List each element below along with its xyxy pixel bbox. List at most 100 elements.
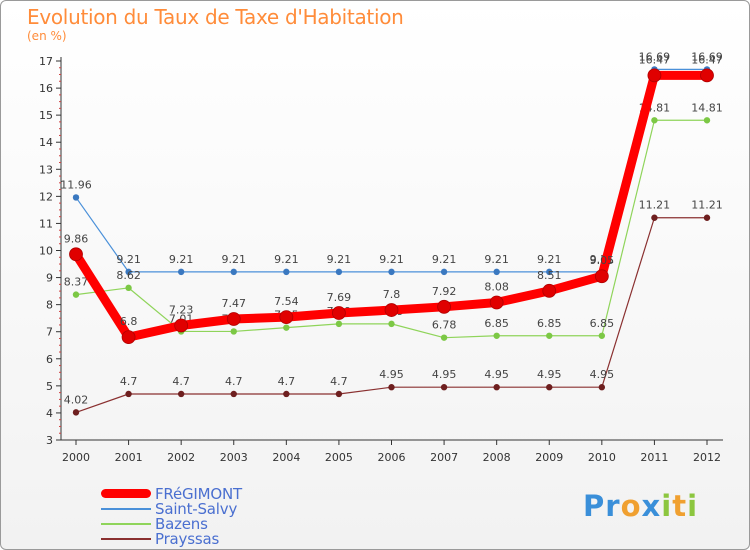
data-point	[177, 390, 185, 398]
data-label: 8.37	[64, 276, 89, 289]
data-label: 4.7	[330, 375, 348, 388]
data-point	[651, 214, 658, 221]
data-label: 16.47	[691, 53, 723, 66]
y-tick-label: 3	[46, 434, 53, 447]
legend-swatch-fregimont	[101, 489, 151, 498]
data-label: 6.78	[432, 319, 457, 332]
y-tick-label: 10	[39, 245, 53, 258]
data-label: 8.62	[116, 269, 141, 282]
data-point	[546, 268, 553, 276]
data-point	[72, 194, 80, 201]
data-label: 7.54	[274, 295, 299, 308]
logo-letter: o	[620, 489, 642, 523]
data-point	[283, 390, 290, 398]
y-tick-label: 15	[39, 109, 53, 122]
data-label: 16.69	[691, 50, 723, 63]
data-label: 6.85	[590, 317, 615, 330]
data-label: 9.86	[64, 232, 89, 245]
data-label: 9.05	[590, 254, 615, 267]
data-point	[598, 332, 606, 339]
data-point	[177, 268, 185, 276]
data-label: 6.85	[537, 317, 562, 330]
data-label: 4.95	[432, 368, 457, 381]
data-label: 4.02	[64, 393, 89, 406]
data-point	[125, 390, 132, 398]
data-point	[230, 328, 237, 335]
data-point	[388, 320, 395, 328]
data-label: 9.21	[432, 253, 457, 266]
x-tick-label: 2007	[430, 451, 458, 464]
legend-swatch-saint-salvy	[101, 507, 151, 510]
data-label: 4.95	[590, 368, 615, 381]
legend-label: Prayssas	[155, 529, 220, 548]
logo-letter: x	[641, 489, 662, 523]
y-tick-label: 7	[46, 326, 53, 339]
data-label: 9.21	[327, 253, 352, 266]
data-point	[72, 409, 80, 416]
data-point	[440, 268, 448, 276]
data-label: 8.08	[484, 280, 509, 293]
logo-letter: P	[583, 489, 606, 523]
data-label: 7.69	[327, 291, 352, 304]
data-label: 11.21	[691, 199, 723, 212]
data-label: 4.95	[537, 368, 562, 381]
x-tick-label: 2012	[693, 451, 721, 464]
data-point	[651, 117, 658, 124]
data-point	[332, 306, 346, 320]
data-label: 7.23	[169, 303, 194, 316]
data-point	[125, 284, 132, 292]
data-label: 9.21	[169, 253, 194, 266]
data-label: 14.81	[691, 101, 723, 114]
data-point	[647, 68, 662, 83]
y-tick-label: 12	[39, 190, 53, 203]
x-tick-label: 2008	[483, 451, 511, 464]
data-label: 4.7	[278, 375, 296, 388]
legend-item-fregimont: FRéGIMONT	[101, 485, 242, 503]
data-point	[230, 390, 237, 398]
x-tick-label: 2000	[62, 451, 90, 464]
x-tick-label: 2010	[588, 451, 616, 464]
legend-label: Bazens	[155, 514, 208, 533]
data-label: 7.8	[383, 288, 401, 301]
data-label: 8.51	[537, 269, 562, 282]
y-tick-label: 11	[39, 217, 53, 230]
data-point	[388, 384, 395, 391]
logo-letter: r	[605, 489, 621, 523]
data-point	[594, 269, 609, 284]
data-label: 16.47	[639, 53, 671, 66]
data-label: 4.95	[484, 368, 509, 381]
proxiti-logo: Proxiti	[583, 489, 698, 523]
data-point	[489, 295, 504, 310]
logo-letter: t	[672, 489, 688, 523]
data-point	[335, 390, 343, 398]
chart-title: Evolution du Taux de Taxe d'Habitation	[27, 5, 404, 29]
data-point	[230, 268, 237, 276]
chart-legend: FRéGIMONT Saint-Salvy Bazens Prayssas	[101, 485, 242, 548]
x-tick-label: 2002	[167, 451, 195, 464]
data-label: 4.7	[225, 375, 243, 388]
data-point	[493, 332, 500, 339]
legend-item-bazens: Bazens	[101, 514, 242, 533]
data-point	[174, 318, 189, 333]
data-label: 7.92	[432, 285, 457, 298]
data-point	[493, 268, 500, 276]
data-point	[542, 283, 557, 298]
data-label: 6.8	[120, 315, 138, 328]
data-point	[437, 299, 451, 314]
data-label: 9.21	[537, 253, 562, 266]
data-label: 9.21	[484, 253, 509, 266]
data-point	[546, 332, 553, 339]
data-label: 11.96	[60, 178, 92, 191]
data-point	[703, 214, 711, 221]
legend-label: Saint-Salvy	[155, 499, 238, 518]
data-label: 4.95	[379, 368, 404, 381]
y-tick-label: 16	[39, 82, 53, 95]
data-label: 7.47	[222, 297, 247, 310]
x-tick-label: 2009	[535, 451, 563, 464]
data-point	[546, 384, 553, 391]
data-point	[283, 324, 290, 331]
chart-subtitle: (en %)	[27, 29, 67, 43]
logo-letter: i	[687, 489, 699, 523]
